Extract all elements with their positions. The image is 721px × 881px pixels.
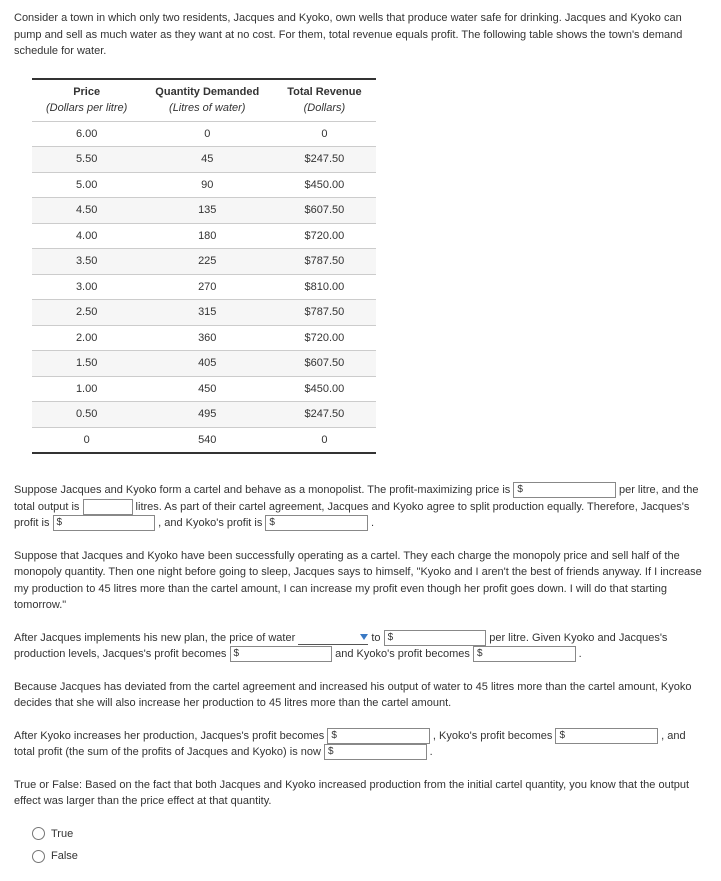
table-cell: 135: [141, 198, 273, 224]
dollar-prefix: $: [555, 728, 568, 744]
table-row: 0.50495$247.50: [32, 402, 376, 428]
table-cell: 0: [273, 121, 375, 147]
question-3: After Kyoko increases her production, Ja…: [14, 728, 707, 761]
table-cell: 5.00: [32, 172, 141, 198]
question-1: Suppose Jacques and Kyoko form a cartel …: [14, 482, 707, 532]
intro-text: Consider a town in which only two reside…: [14, 10, 707, 60]
table-cell: 2.00: [32, 325, 141, 351]
jacques-profit-3-input[interactable]: [340, 728, 430, 744]
radio-true[interactable]: [32, 827, 45, 840]
table-row: 5.5045$247.50: [32, 147, 376, 173]
table-cell: $810.00: [273, 274, 375, 300]
jacques-profit-2-input[interactable]: [242, 646, 332, 662]
table-cell: 1.00: [32, 376, 141, 402]
table-row: 4.00180$720.00: [32, 223, 376, 249]
table-cell: $247.50: [273, 402, 375, 428]
col-qty: Quantity Demanded(Litres of water): [141, 79, 273, 122]
table-cell: 5.50: [32, 147, 141, 173]
dollar-prefix: $: [230, 646, 243, 662]
col-price: Price(Dollars per litre): [32, 79, 141, 122]
table-row: 5.0090$450.00: [32, 172, 376, 198]
table-cell: 180: [141, 223, 273, 249]
table-row: 3.50225$787.50: [32, 249, 376, 275]
total-profit-input[interactable]: [337, 744, 427, 760]
dollar-prefix: $: [265, 515, 278, 531]
dollar-prefix: $: [327, 728, 340, 744]
new-price-input[interactable]: [396, 630, 486, 646]
table-cell: 0: [32, 427, 141, 453]
table-cell: 45: [141, 147, 273, 173]
jacques-profit-input[interactable]: [65, 515, 155, 531]
table-cell: 405: [141, 351, 273, 377]
table-row: 1.00450$450.00: [32, 376, 376, 402]
table-cell: 90: [141, 172, 273, 198]
dollar-prefix: $: [53, 515, 66, 531]
demand-table: Price(Dollars per litre) Quantity Demand…: [32, 78, 376, 455]
table-cell: 4.00: [32, 223, 141, 249]
radio-false-label[interactable]: False: [32, 848, 707, 865]
table-cell: 4.50: [32, 198, 141, 224]
table-cell: 0.50: [32, 402, 141, 428]
table-row: 6.0000: [32, 121, 376, 147]
table-cell: 1.50: [32, 351, 141, 377]
table-cell: $450.00: [273, 172, 375, 198]
dollar-prefix: $: [513, 482, 526, 498]
kyoko-profit-2-input[interactable]: [486, 646, 576, 662]
table-cell: 270: [141, 274, 273, 300]
table-cell: $607.50: [273, 198, 375, 224]
table-cell: $247.50: [273, 147, 375, 173]
table-row: 05400: [32, 427, 376, 453]
table-row: 2.00360$720.00: [32, 325, 376, 351]
dollar-prefix: $: [384, 630, 397, 646]
table-cell: 3.50: [32, 249, 141, 275]
scenario-text-2: Because Jacques has deviated from the ca…: [14, 679, 707, 712]
scenario-text: Suppose that Jacques and Kyoko have been…: [14, 548, 707, 614]
table-cell: 360: [141, 325, 273, 351]
table-cell: 0: [273, 427, 375, 453]
table-cell: $787.50: [273, 300, 375, 326]
radio-true-label[interactable]: True: [32, 826, 707, 843]
table-row: 4.50135$607.50: [32, 198, 376, 224]
dollar-prefix: $: [324, 744, 337, 760]
table-cell: 225: [141, 249, 273, 275]
table-cell: $787.50: [273, 249, 375, 275]
table-cell: 2.50: [32, 300, 141, 326]
table-row: 2.50315$787.50: [32, 300, 376, 326]
table-cell: $450.00: [273, 376, 375, 402]
true-false-question: True or False: Based on the fact that bo…: [14, 777, 707, 810]
table-row: 1.50405$607.50: [32, 351, 376, 377]
price-input[interactable]: [526, 482, 616, 498]
radio-false[interactable]: [32, 850, 45, 863]
table-cell: 3.00: [32, 274, 141, 300]
table-cell: 540: [141, 427, 273, 453]
direction-dropdown[interactable]: [298, 631, 368, 645]
kyoko-profit-3-input[interactable]: [568, 728, 658, 744]
table-cell: 315: [141, 300, 273, 326]
question-2: After Jacques implements his new plan, t…: [14, 630, 707, 663]
table-cell: $720.00: [273, 223, 375, 249]
dollar-prefix: $: [473, 646, 486, 662]
table-cell: $607.50: [273, 351, 375, 377]
table-cell: 495: [141, 402, 273, 428]
kyoko-profit-input[interactable]: [278, 515, 368, 531]
table-row: 3.00270$810.00: [32, 274, 376, 300]
table-cell: 6.00: [32, 121, 141, 147]
table-cell: 0: [141, 121, 273, 147]
output-input[interactable]: [83, 499, 133, 515]
table-cell: 450: [141, 376, 273, 402]
col-rev: Total Revenue(Dollars): [273, 79, 375, 122]
table-cell: $720.00: [273, 325, 375, 351]
